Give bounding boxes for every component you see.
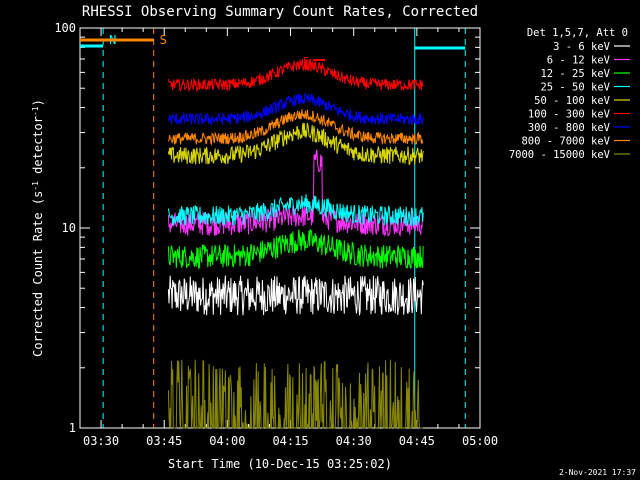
x-tick-label: 03:45 [146, 434, 182, 448]
legend-item-label: 50 - 100 keV [534, 95, 611, 107]
series-line [167, 275, 424, 316]
y-axis-label: Corrected Count Rate (s-1 detector-1) [31, 99, 45, 357]
series-line [167, 359, 424, 429]
x-tick-label: 04:45 [399, 434, 435, 448]
series-lines [167, 58, 424, 429]
legend-item-label: 100 - 300 keV [528, 109, 611, 121]
y-tick-label: 1 [69, 421, 76, 435]
series-line [167, 228, 424, 270]
x-axis-ticks: 03:30 03:45 04:00 04:15 04:30 04:45 05:00 [79, 28, 498, 448]
legend-item-label: 12 - 25 keV [540, 68, 610, 80]
chart-title: RHESSI Observing Summary Count Rates, Co… [82, 4, 478, 20]
timestamp: 2-Nov-2021 17:37 [559, 468, 636, 477]
legend-item-label: 6 - 12 keV [547, 55, 611, 67]
series-line [167, 149, 424, 238]
legend-item-label: 800 - 7000 keV [521, 136, 610, 148]
legend-item-label: 300 - 800 keV [528, 122, 611, 134]
x-tick-label: 04:30 [336, 434, 372, 448]
x-axis-label: Start Time (10-Dec-15 03:25:02) [168, 457, 392, 471]
x-tick-label: 03:30 [83, 434, 119, 448]
marker-label: S [160, 33, 167, 47]
series-line [167, 93, 424, 126]
marker-lines: NSF [80, 28, 466, 428]
legend-header: Det 1,5,7, Att 0 [527, 27, 628, 39]
x-tick-label: 05:00 [462, 434, 498, 448]
series-line [167, 194, 424, 226]
series-line [167, 58, 424, 93]
series-line [167, 109, 424, 146]
y-tick-label: 10 [62, 221, 76, 235]
series-line [167, 122, 424, 166]
x-tick-label: 04:00 [209, 434, 245, 448]
y-tick-label: 100 [54, 21, 76, 35]
x-tick-label: 04:15 [272, 434, 308, 448]
y-axis-ticks: 1 10 100 [54, 21, 480, 435]
legend-item-label: 7000 - 15000 keV [509, 149, 611, 161]
legend-item-label: 25 - 50 keV [540, 82, 610, 94]
legend-item-label: 3 - 6 keV [553, 41, 611, 53]
